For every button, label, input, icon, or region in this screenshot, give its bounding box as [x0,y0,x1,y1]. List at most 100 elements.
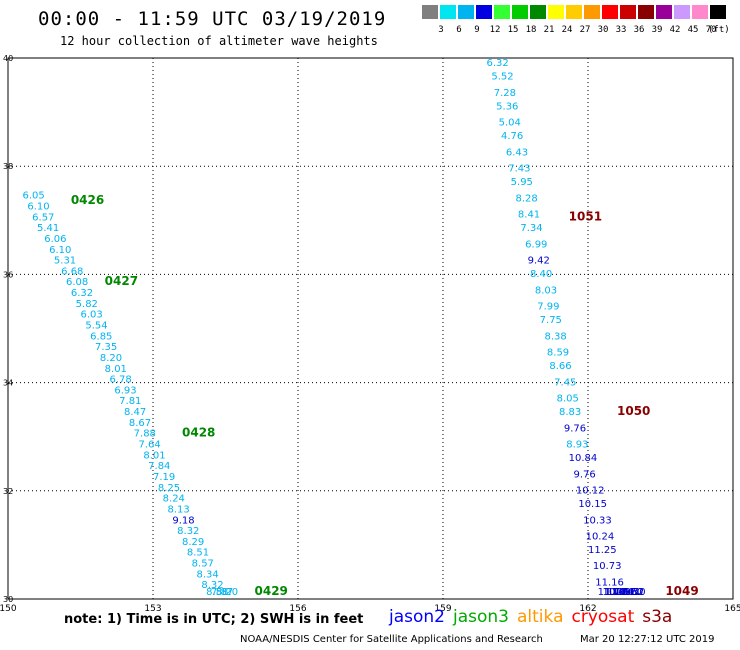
color-scale-label: 45 [687,25,699,35]
chart-title: 00:00 - 11:59 UTC 03/19/2019 [38,8,387,30]
swh-value-label: 9.42 [528,256,550,267]
swh-value-label: 10.73 [593,561,622,572]
color-swatch [458,5,474,19]
color-swatch [566,5,582,19]
pass-id-label: 1049 [665,584,698,598]
y-tick-label: 30 [3,595,13,604]
color-scale-unit: (ft) [708,25,730,35]
swh-value-label: 7.88 [134,429,156,440]
swh-value-label: 6.32 [71,288,93,299]
swh-value-label: 8.01 [105,364,127,375]
swh-value-label: 8.59 [547,348,569,359]
color-swatch [656,5,672,19]
swh-value-label: 10.33 [583,515,612,526]
swh-value-label: 8.25 [158,483,180,494]
swh-value-label: 6.78 [110,375,132,386]
swh-value-label: 7.28 [494,88,516,99]
color-scale-label: 42 [669,25,681,35]
swh-value-label: 8.05 [557,394,579,405]
y-tick-label: 32 [3,487,13,496]
legend-entry: cryosat [571,607,635,627]
swh-value-label: 8.40 [530,269,552,280]
swh-value-label: 10.24 [586,531,615,542]
color-swatch [512,5,528,19]
color-swatch [584,5,600,19]
swh-value-label: 8.57 [192,559,214,570]
swh-value-label: 8.51 [187,548,209,559]
color-scale-label: 18 [525,25,537,35]
swh-value-label: 6.05 [23,191,45,202]
swh-value-label: 8.41 [518,210,540,221]
swh-value-label: 8.47 [124,407,146,418]
swh-value-label: 7.99 [537,302,559,313]
color-scale-label: 15 [507,25,519,35]
swh-value-label: 8.20 [216,587,238,598]
color-swatch [620,5,636,19]
swh-value-label: 8.28 [516,193,538,204]
swh-value-label: 6.68 [61,266,83,277]
color-swatch [710,5,726,19]
color-scale-label: 21 [543,25,555,35]
color-scale-label: 36 [633,25,645,35]
color-swatch [692,5,708,19]
swh-value-label: 8.32 [177,526,199,537]
satellite-legend: jason2 jason3 altika cryosat s3a [389,607,680,627]
swh-value-label: 5.52 [491,72,513,83]
swh-value-label: 11.74 [605,587,634,598]
color-scale-label: 6 [456,25,462,35]
swh-value-label: 11.76 [598,587,627,598]
units-note: note: 1) Time is in UTC; 2) SWH is in fe… [64,612,364,627]
swh-value-label: 7.75 [540,315,562,326]
color-swatch [422,5,438,19]
y-tick-label: 34 [3,379,13,388]
swh-value-label: 8.66 [549,361,571,372]
swh-value-label: 9.18 [172,515,194,526]
x-tick-label: 165 [724,604,740,614]
pass-id-label: 1051 [569,209,602,223]
swh-value-label: 6.10 [49,245,71,256]
swh-value-label: 11.60 [615,587,644,598]
y-tick-label: 38 [3,162,13,171]
swh-value-label: 6.10 [27,201,49,212]
swh-value-label: 5.31 [54,256,76,267]
footer-credit: NOAA/NESDIS Center for Satellite Applica… [240,634,543,645]
swh-value-label: 6.08 [66,277,88,288]
swh-value-label: 10.15 [578,499,607,510]
x-tick-label: 159 [434,604,451,614]
swh-value-label: 9.76 [564,423,586,434]
swh-value-label: 8.20 [100,353,122,364]
color-scale-label: 12 [489,25,501,35]
legend-entry: s3a [642,607,673,627]
swh-value-label: 8.67 [129,418,151,429]
swh-value-label: 9.82 [622,587,644,598]
color-swatch [440,5,456,19]
swh-value-label: 10.84 [569,453,598,464]
swh-value-label: 8.01 [143,450,165,461]
swh-value-label: 11.91 [607,587,636,598]
color-scale-label: 39 [651,25,663,35]
swh-value-label: 7.43 [508,164,530,175]
swh-value-label: 6.06 [44,234,66,245]
color-swatch [674,5,690,19]
swh-value-label: 11.16 [595,577,624,588]
swh-value-label: 8.03 [535,285,557,296]
color-swatch [638,5,654,19]
color-scale-label: 9 [474,25,480,35]
swh-value-label: 5.95 [511,177,533,188]
swh-value-label: 8.38 [545,331,567,342]
color-scale-label: 3 [438,25,444,35]
pass-id-label: 0429 [255,584,288,598]
x-tick-label: 162 [579,604,596,614]
swh-value-label: 6.32 [487,58,509,69]
footer-timestamp: Mar 20 12:27:12 UTC 2019 [580,634,715,645]
pass-id-label: 0426 [71,193,104,207]
legend-entry: jason3 [453,607,509,627]
swh-value-label: 5.82 [76,299,98,310]
swh-value-label: 7.64 [139,440,161,451]
swh-value-label: 8.24 [163,494,185,505]
x-tick-label: 150 [0,604,17,614]
swh-value-label: 9.76 [574,469,596,480]
swh-value-label: 5.04 [499,118,521,129]
color-swatch [602,5,618,19]
